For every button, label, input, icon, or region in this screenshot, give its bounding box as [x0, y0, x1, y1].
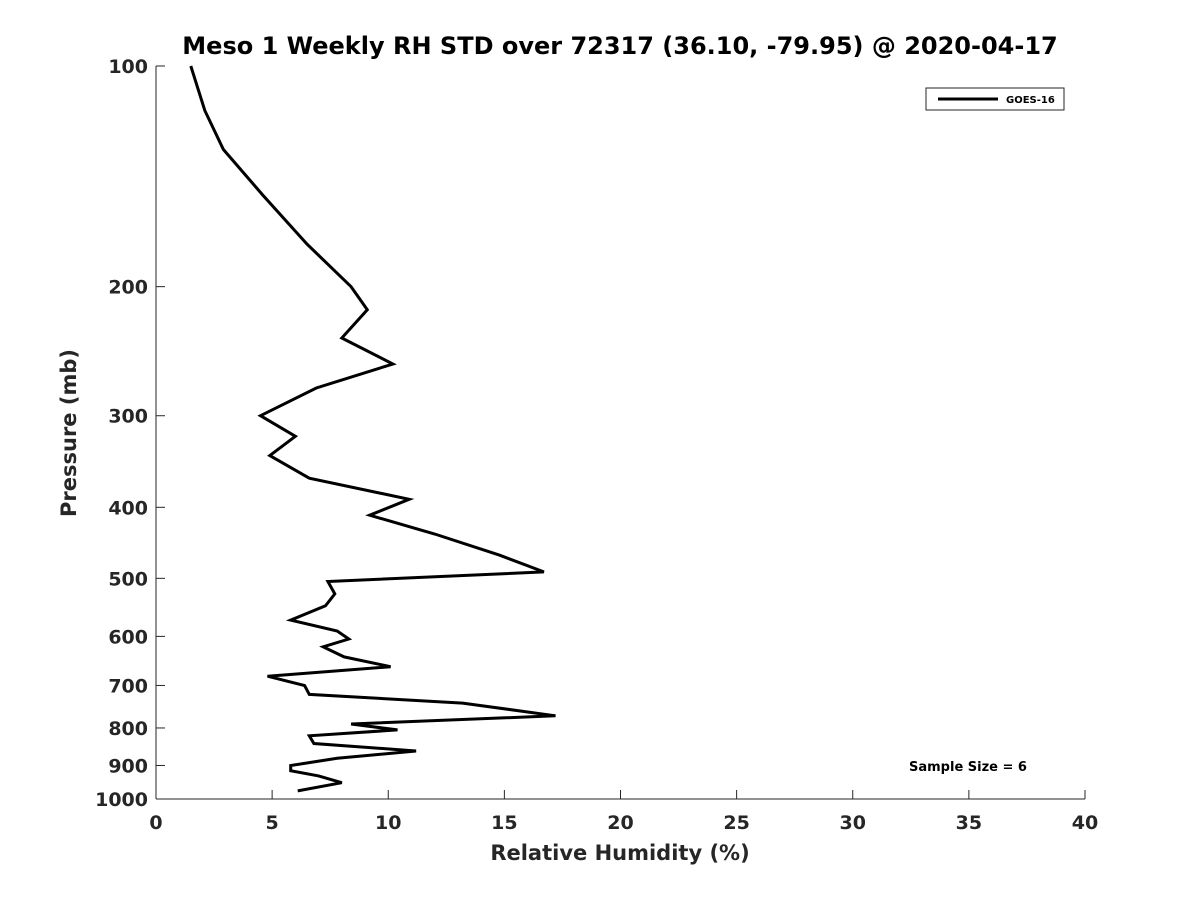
- x-tick-label: 5: [266, 812, 279, 834]
- x-tick-label: 20: [607, 812, 633, 834]
- y-tick-label: 1000: [95, 789, 148, 811]
- x-tick-label: 15: [491, 812, 517, 834]
- axes: 0 5 10 15 20 25 30 35 40 100 200 300 400 500 600 700 800…: [95, 56, 1098, 834]
- series-line-goes-16: [189, 65, 556, 793]
- x-axis-label: Relative Humidity (%): [490, 841, 749, 865]
- y-tick-label: 300: [108, 406, 148, 428]
- y-tick-label: 200: [108, 277, 148, 299]
- legend-label-goes-16: GOES-16: [1006, 95, 1055, 106]
- x-tick-label: 0: [149, 812, 162, 834]
- y-tick-label: 100: [108, 56, 148, 78]
- y-axis-label: Pressure (mb): [57, 349, 81, 517]
- x-tick-label: 30: [840, 812, 866, 834]
- sample-size-annotation: Sample Size = 6: [909, 760, 1027, 775]
- x-tick-label: 40: [1072, 812, 1098, 834]
- x-tick-label: 35: [956, 812, 982, 834]
- y-tick-label: 900: [108, 755, 148, 777]
- chart-title: Meso 1 Weekly RH STD over 72317 (36.10, …: [182, 32, 1057, 60]
- x-tick-label: 25: [723, 812, 749, 834]
- y-tick-label: 700: [108, 675, 148, 697]
- y-tick-label: 800: [108, 718, 148, 740]
- plot-area: [189, 65, 556, 793]
- x-tick-label: 10: [375, 812, 401, 834]
- legend: GOES-16: [925, 87, 1065, 111]
- y-tick-label: 600: [108, 626, 148, 648]
- y-tick-label: 400: [108, 497, 148, 519]
- y-tick-label: 500: [108, 568, 148, 590]
